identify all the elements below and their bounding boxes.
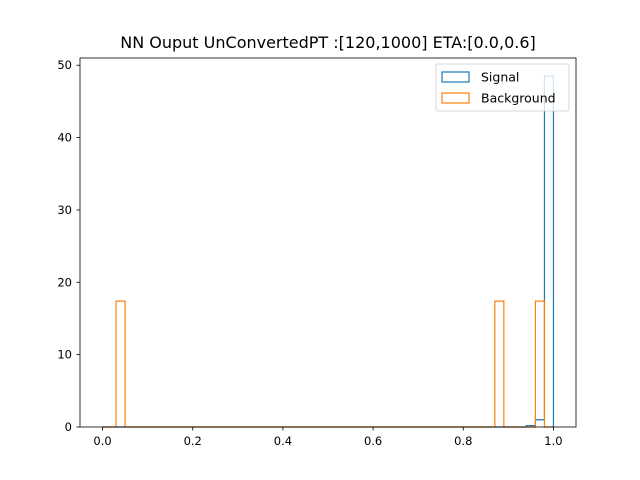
legend-label-signal: Signal <box>481 70 519 85</box>
histogram-series-background <box>102 300 554 428</box>
axes-layer: 0.0 0.2 0.4 0.6 0.8 1.0 0 10 20 30 40 50 <box>57 57 577 448</box>
x-tick-label: 0.8 <box>454 434 472 448</box>
legend-swatch-signal <box>441 71 470 83</box>
y-tick-label: 0 <box>65 420 72 434</box>
legend-swatch-background <box>441 92 470 104</box>
legend: Signal Background <box>435 63 570 112</box>
y-tick-label: 50 <box>57 58 72 72</box>
legend-label-background: Background <box>481 91 556 106</box>
y-tick-label: 30 <box>57 203 72 217</box>
x-tick-label: 0.2 <box>184 434 202 448</box>
y-tick-label: 10 <box>57 348 72 362</box>
x-tick-label: 0.6 <box>364 434 382 448</box>
chart-title: NN Ouput UnConvertedPT :[120,1000] ETA:[… <box>120 33 536 52</box>
x-tick-label: 0.0 <box>93 434 111 448</box>
x-tick-label: 0.4 <box>274 434 292 448</box>
x-tick-label: 1.0 <box>544 434 562 448</box>
plot-frame <box>79 57 577 428</box>
y-tick-label: 40 <box>57 131 72 145</box>
y-tick-label: 20 <box>57 275 72 289</box>
